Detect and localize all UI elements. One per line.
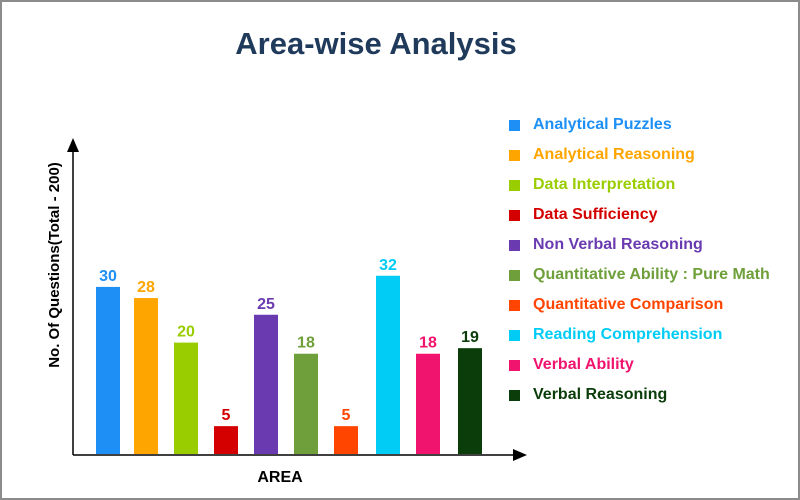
bar (294, 353, 318, 454)
bar (96, 286, 120, 454)
bar (214, 426, 238, 454)
legend-label: Reading Comprehension (533, 326, 723, 343)
bar (458, 348, 482, 454)
legend-swatch (509, 329, 520, 341)
legend-label: Verbal Ability (533, 356, 634, 373)
legend-item: Data Sufficiency (509, 200, 770, 230)
legend-label: Quantitative Ability : Pure Math (533, 266, 770, 283)
legend-label: Analytical Puzzles (533, 116, 672, 133)
bar (254, 314, 278, 454)
bar-value-label: 25 (257, 296, 275, 313)
bar (416, 353, 440, 454)
legend-label: Analytical Reasoning (533, 146, 695, 163)
bar-value-label: 5 (222, 407, 231, 424)
legend-swatch (509, 269, 520, 281)
bar (134, 298, 158, 454)
bar-value-label: 28 (137, 279, 155, 296)
legend-swatch (509, 179, 520, 191)
legend-item: Verbal Ability (509, 350, 770, 380)
legend-label: Data Sufficiency (533, 206, 658, 223)
legend-label: Quantitative Comparison (533, 296, 724, 313)
legend-item: Reading Comprehension (509, 320, 770, 350)
bar-value-label: 18 (419, 335, 437, 352)
bar-value-label: 19 (461, 329, 479, 346)
y-axis-arrow-icon (67, 138, 79, 152)
bar-value-label: 5 (342, 407, 351, 424)
bar-value-label: 20 (177, 324, 195, 341)
legend-label: Verbal Reasoning (533, 386, 668, 403)
legend-item: Non Verbal Reasoning (509, 230, 770, 260)
bar-value-label: 30 (99, 268, 117, 285)
bar (334, 426, 358, 454)
legend-swatch (509, 359, 520, 371)
legend-item: Data Interpretation (509, 170, 770, 200)
legend-swatch (509, 239, 520, 251)
bars: 30 28 20 5 25 18 5 32 18 19 (96, 257, 482, 454)
legend-swatch (509, 149, 520, 161)
legend-item: Verbal Reasoning (509, 380, 770, 410)
legend-item: Analytical Puzzles (509, 110, 770, 140)
bar (376, 275, 400, 454)
legend-swatch (509, 209, 520, 221)
legend-item: Quantitative Comparison (509, 290, 770, 320)
axes (67, 138, 527, 461)
legend-swatch (509, 119, 520, 131)
legend-swatch (509, 299, 520, 311)
legend-item: Quantitative Ability : Pure Math (509, 260, 770, 290)
bar-value-label: 18 (297, 335, 315, 352)
legend-label: Data Interpretation (533, 176, 676, 193)
legend-item: Analytical Reasoning (509, 140, 770, 170)
x-axis-arrow-icon (513, 449, 527, 461)
x-axis-label: AREA (257, 469, 303, 486)
legend-label: Non Verbal Reasoning (533, 236, 703, 253)
bar (174, 342, 198, 454)
y-axis-label: No. Of Questions(Total - 200) (46, 162, 63, 368)
bar-value-label: 32 (379, 257, 397, 274)
chart-title: Area-wise Analysis (235, 26, 517, 61)
legend-swatch (509, 389, 520, 401)
legend: Analytical Puzzles Analytical Reasoning Da… (509, 110, 770, 410)
